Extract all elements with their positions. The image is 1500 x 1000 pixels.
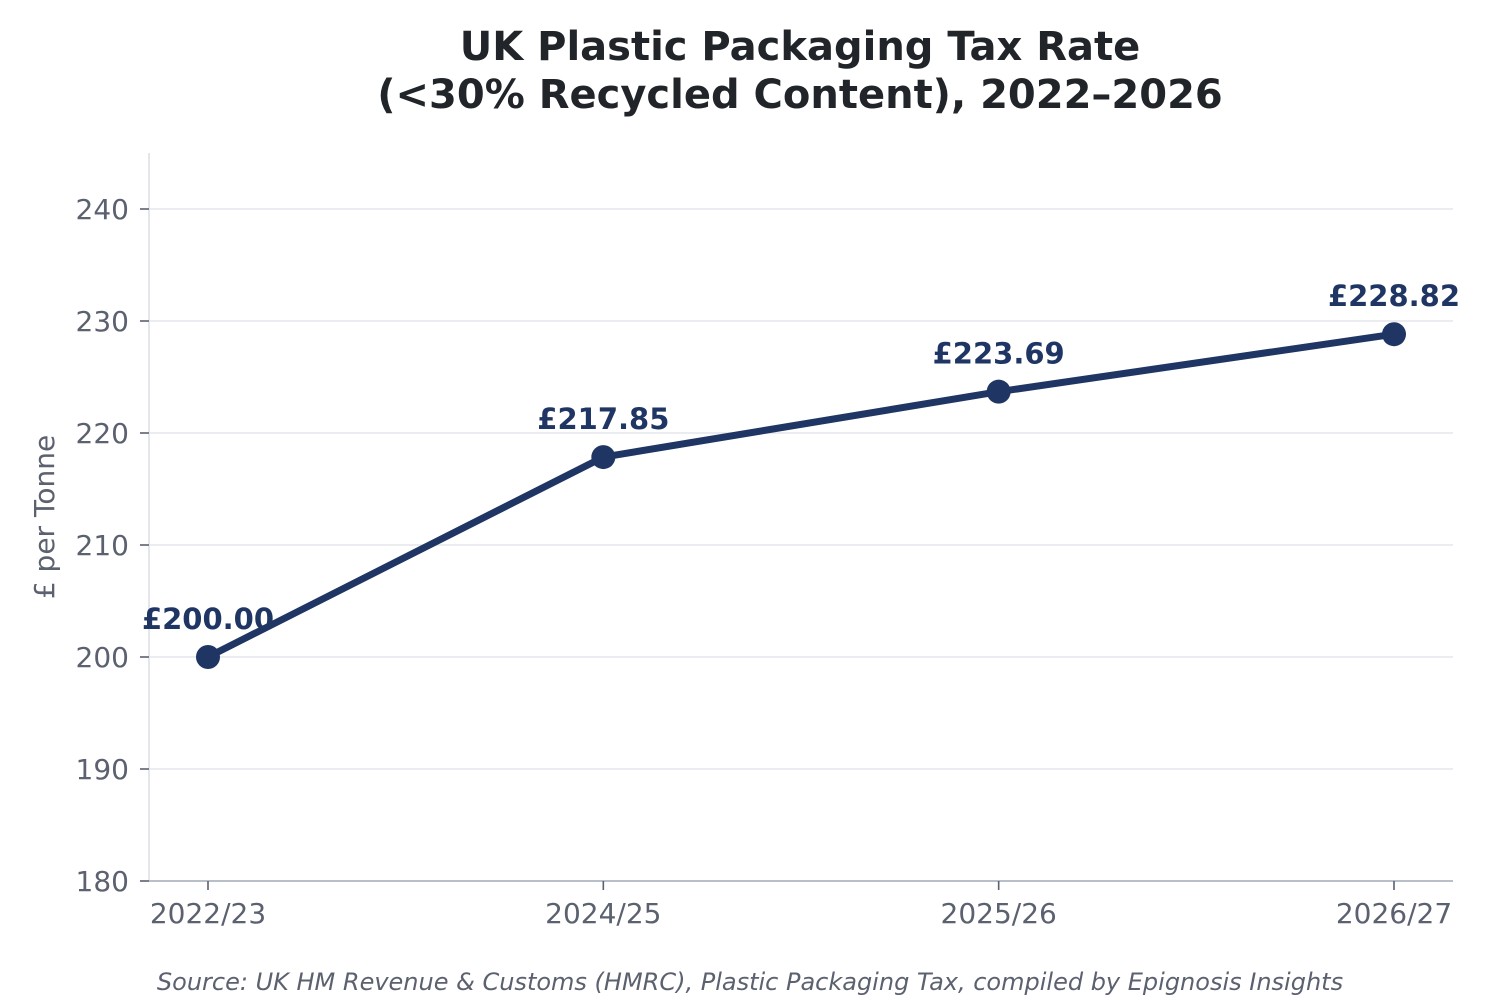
data-label: £228.82 [1328, 279, 1460, 313]
x-tick-label: 2022/23 [150, 897, 266, 930]
chart-title-line-1: UK Plastic Packaging Tax Rate [460, 24, 1141, 70]
data-point [196, 645, 220, 669]
y-axis-ticks: 180 190 200 210 220 230 240 [76, 193, 149, 898]
series-line [204, 330, 1398, 661]
data-labels: £200.00 £217.85 £223.69 £228.82 [142, 279, 1460, 636]
data-point [1382, 322, 1406, 347]
y-tick-label: 240 [76, 193, 129, 226]
x-tick-label: 2026/27 [1336, 897, 1452, 930]
chart-title: UK Plastic Packaging Tax Rate (<30% Recy… [377, 24, 1223, 118]
y-tick-label: 200 [76, 641, 129, 674]
y-tick-label: 220 [76, 417, 129, 450]
chart-title-line-2: (<30% Recycled Content), 2022–2026 [377, 72, 1223, 118]
y-tick-label: 190 [76, 753, 129, 786]
source-note: Source: UK HM Revenue & Customs (HMRC), … [157, 968, 1343, 996]
data-point [591, 445, 616, 470]
data-label: £200.00 [142, 602, 274, 636]
gridlines [149, 208, 1453, 770]
data-point [986, 379, 1011, 404]
x-tick-label: 2024/25 [545, 897, 661, 930]
x-axis-ticks: 2022/23 2024/25 2025/26 2026/27 [150, 881, 1452, 930]
data-series [196, 322, 1406, 669]
y-tick-label: 180 [76, 865, 129, 898]
data-label: £223.69 [933, 337, 1065, 371]
axes [148, 153, 1453, 882]
data-label: £217.85 [537, 402, 669, 436]
y-tick-label: 210 [76, 529, 129, 562]
y-tick-label: 230 [76, 305, 129, 338]
x-tick-label: 2025/26 [941, 897, 1057, 930]
y-axis-label: £ per Tonne [28, 435, 61, 599]
